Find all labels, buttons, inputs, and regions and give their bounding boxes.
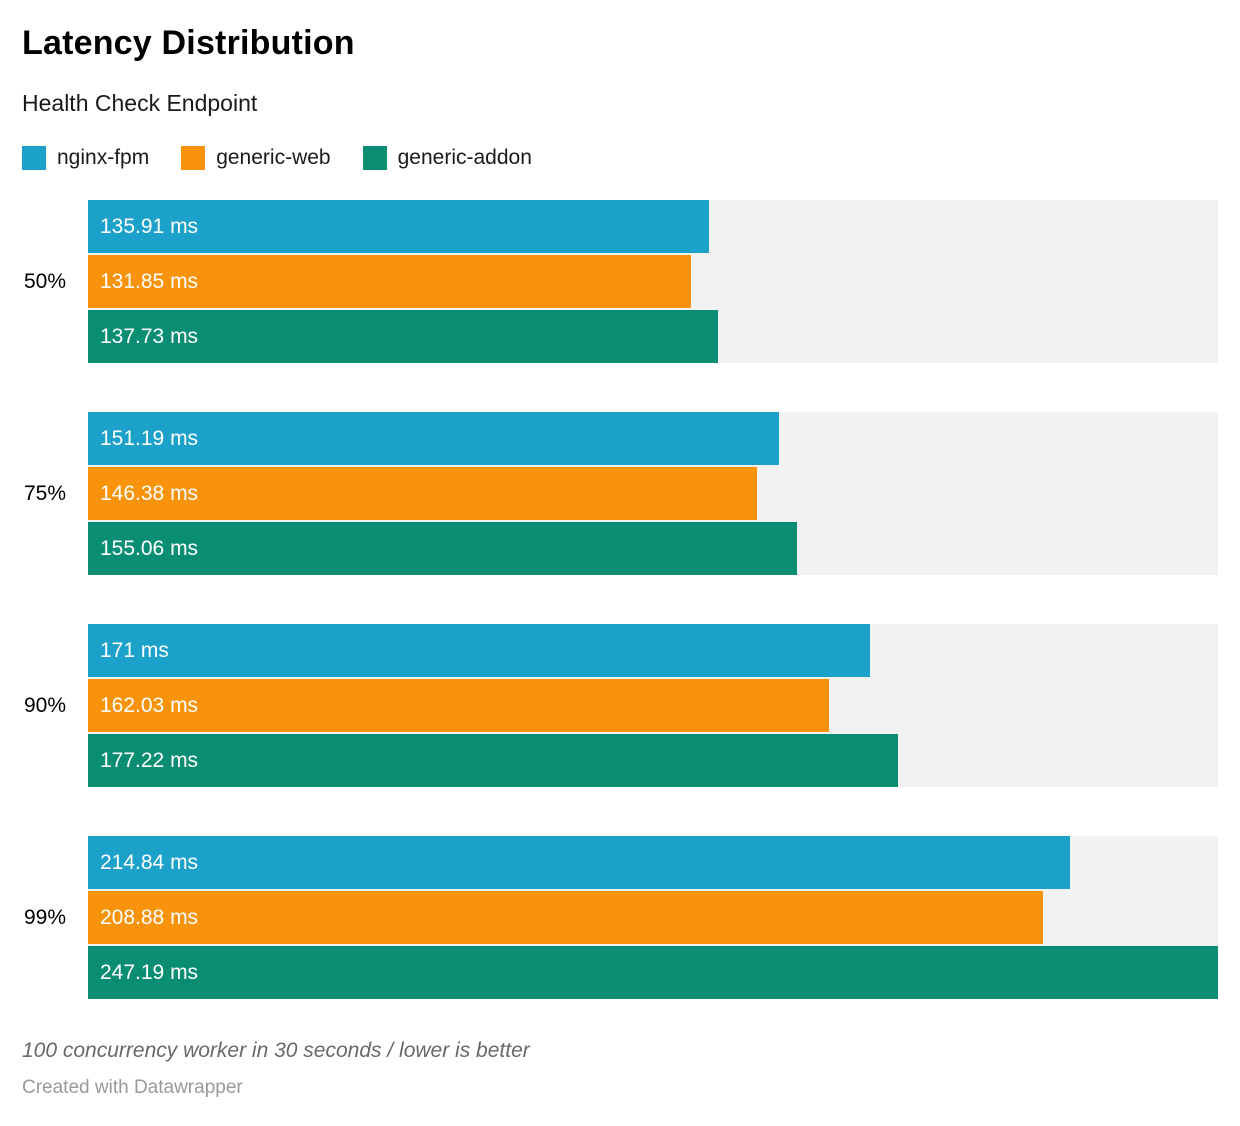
legend-label: generic-web [216, 146, 331, 170]
bar-group: 75% 151.19 ms 146.38 ms 155.06 ms [22, 412, 1218, 576]
bar-generic-web: 208.88 ms [88, 891, 1043, 945]
legend: nginx-fpm generic-web generic-addon [22, 146, 1218, 171]
category-label: 75% [23, 481, 66, 505]
bar-group: 99% 214.84 ms 208.88 ms 247.19 ms [22, 836, 1218, 1000]
value-label: 146.38 ms [100, 481, 199, 505]
byline: Created with Datawrapper [22, 1077, 243, 1099]
bar-generic-addon: 247.19 ms [88, 946, 1218, 1000]
legend-label: nginx-fpm [57, 146, 150, 170]
value-label: 247.19 ms [100, 960, 199, 984]
page-title: Latency Distribution [22, 24, 355, 62]
value-label: 151.19 ms [100, 426, 199, 450]
category-label: 50% [23, 269, 66, 293]
bar-generic-web: 146.38 ms [88, 467, 758, 521]
legend-item-nginx-fpm: nginx-fpm [22, 146, 150, 171]
bar-chart: 50% 135.91 ms 131.85 ms 137.73 ms 75% 151.19 … [22, 200, 1218, 1000]
bar-generic-web: 162.03 ms [88, 679, 829, 733]
value-label: 162.03 ms [100, 693, 199, 717]
category-label: 90% [23, 693, 66, 717]
legend-label: generic-addon [397, 146, 532, 170]
value-label: 155.06 ms [100, 536, 199, 560]
value-label: 131.85 ms [100, 269, 199, 293]
bar-generic-addon: 155.06 ms [88, 522, 797, 576]
bar-group: 90% 171 ms 162.03 ms 177.22 ms [22, 624, 1218, 788]
bar-track: 171 ms 162.03 ms 177.22 ms [88, 624, 1218, 788]
legend-swatch-icon [362, 146, 387, 171]
bar-generic-addon: 137.73 ms [88, 310, 718, 364]
footnote: 100 concurrency worker in 30 seconds / l… [22, 1039, 530, 1063]
legend-swatch-icon [22, 146, 46, 171]
legend-item-generic-web: generic-web [181, 146, 331, 171]
value-label: 208.88 ms [100, 905, 199, 929]
value-label: 171 ms [100, 638, 169, 662]
bar-track: 135.91 ms 131.85 ms 137.73 ms [88, 200, 1218, 364]
value-label: 137.73 ms [100, 324, 199, 348]
category-label: 99% [23, 905, 66, 929]
bar-track: 151.19 ms 146.38 ms 155.06 ms [88, 412, 1218, 576]
bar-group: 50% 135.91 ms 131.85 ms 137.73 ms [22, 200, 1218, 364]
page-subtitle: Health Check Endpoint [22, 90, 258, 117]
bar-generic-addon: 177.22 ms [88, 734, 899, 788]
bar-track: 214.84 ms 208.88 ms 247.19 ms [88, 836, 1218, 1000]
bar-nginx-fpm: 151.19 ms [88, 412, 780, 466]
legend-item-generic-addon: generic-addon [362, 146, 532, 171]
bar-nginx-fpm: 214.84 ms [88, 836, 1071, 890]
bar-nginx-fpm: 171 ms [88, 624, 870, 678]
bar-generic-web: 131.85 ms [88, 255, 691, 309]
value-label: 135.91 ms [100, 214, 199, 238]
value-label: 177.22 ms [100, 748, 199, 772]
value-label: 214.84 ms [100, 850, 199, 874]
legend-swatch-icon [181, 146, 206, 171]
bar-nginx-fpm: 135.91 ms [88, 200, 710, 254]
